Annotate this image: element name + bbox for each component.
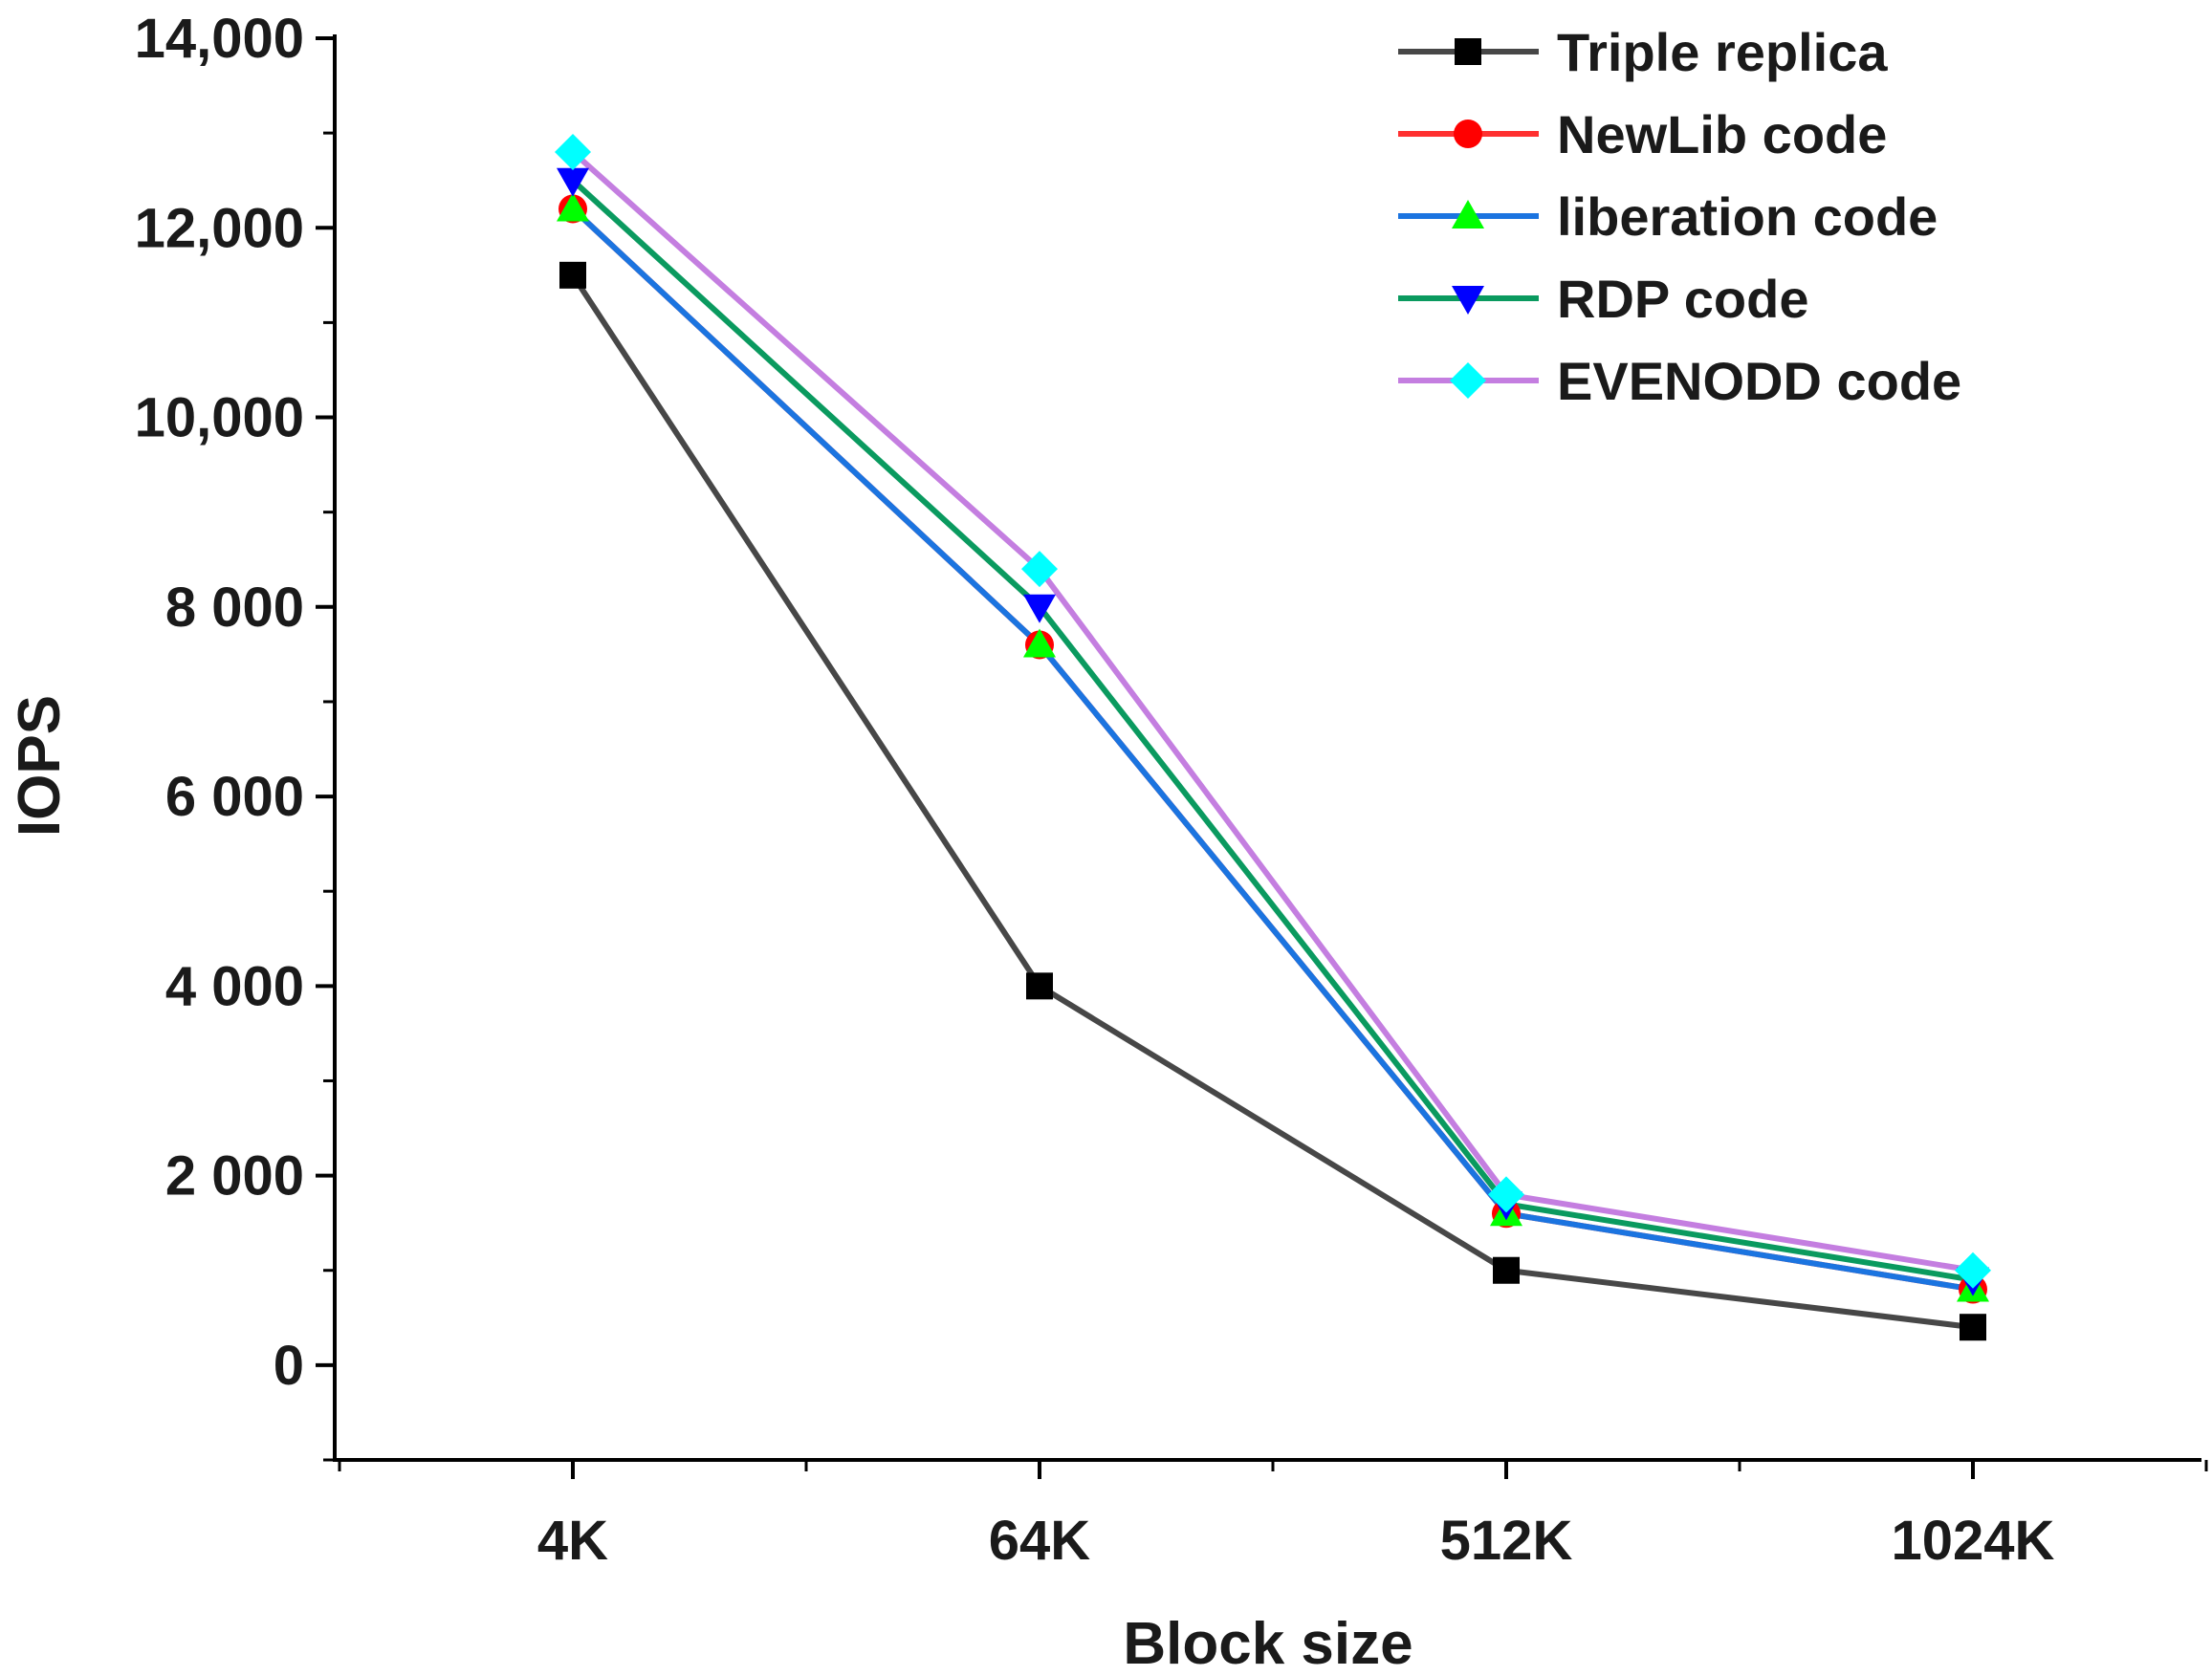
- legend-label: liberation code: [1557, 186, 1938, 247]
- legend-label: NewLib code: [1557, 104, 1887, 164]
- legend-marker: [1452, 286, 1484, 315]
- data-point: [557, 192, 589, 222]
- legend-label: EVENODD code: [1557, 351, 1961, 411]
- data-point: [1021, 551, 1058, 588]
- legend-marker: [1454, 120, 1482, 148]
- y-tick-label: 10,000: [135, 387, 304, 449]
- y-tick-label: 14,000: [135, 8, 304, 70]
- legend-marker: [1452, 200, 1484, 229]
- data-point: [1023, 594, 1056, 623]
- y-tick-label: 12,000: [135, 197, 304, 259]
- data-point: [1493, 1256, 1520, 1284]
- x-tick-label: 512K: [1440, 1510, 1573, 1572]
- series-layer: [555, 133, 1991, 1341]
- series-line: [570, 207, 1974, 1293]
- x-tick-label: 4K: [537, 1510, 608, 1572]
- series-line: [571, 149, 1974, 1273]
- legend-label: Triple replica: [1557, 22, 1888, 82]
- data-point: [557, 167, 589, 197]
- x-axis-title: Block size: [1123, 1611, 1413, 1676]
- data-point: [1023, 628, 1056, 658]
- data-point: [1955, 1252, 1991, 1289]
- legend-marker: [1455, 38, 1481, 65]
- y-tick-label: 4 000: [165, 955, 304, 1017]
- y-tick-label: 0: [274, 1335, 304, 1397]
- series-line: [570, 178, 1974, 1283]
- series-line: [570, 273, 1974, 1331]
- y-tick-label: 8 000: [165, 577, 304, 639]
- y-axis-title: IOPS: [7, 695, 73, 837]
- axes: 0 2 000 4 000 6 000 8 000 10,000 12,000 14,000 4…: [135, 8, 2208, 1572]
- y-tick-label: 6 000: [165, 766, 304, 828]
- legend: Triple replica NewLib code liberation code…: [1398, 22, 1961, 411]
- data-point: [1960, 1314, 1986, 1341]
- y-tick-label: 2 000: [165, 1145, 304, 1208]
- data-point: [1026, 972, 1053, 1000]
- data-point: [559, 261, 586, 289]
- x-tick-label: 64K: [989, 1510, 1091, 1572]
- legend-label: RDP code: [1557, 269, 1808, 329]
- data-point: [1488, 1176, 1524, 1213]
- legend-marker: [1450, 362, 1486, 399]
- data-point: [555, 133, 591, 170]
- x-tick-label: 1024K: [1892, 1510, 2055, 1572]
